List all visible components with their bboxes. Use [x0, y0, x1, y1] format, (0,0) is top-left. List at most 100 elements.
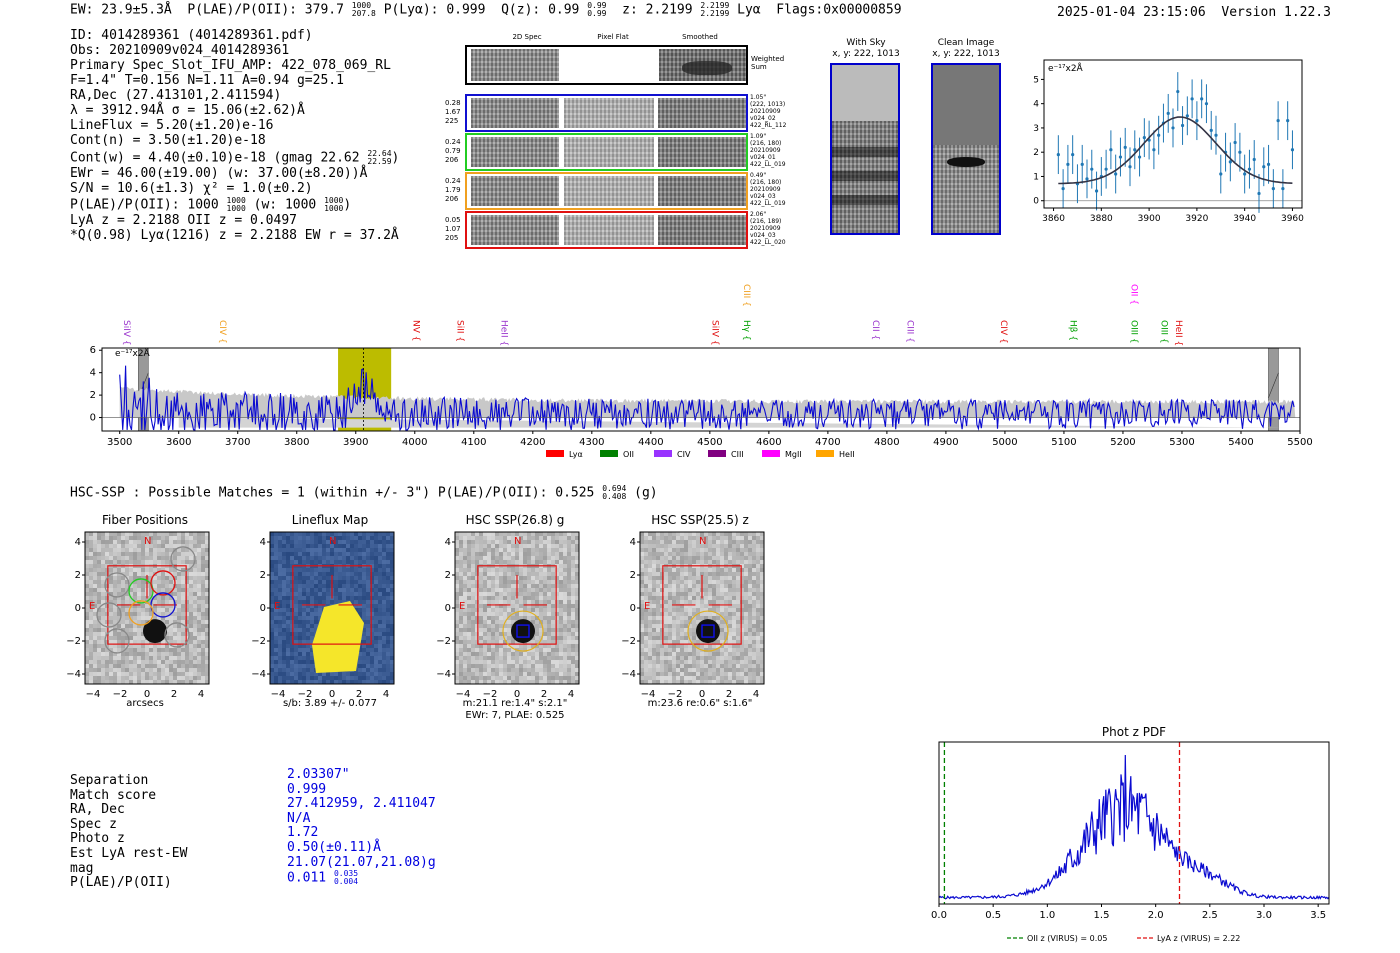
panel-y-tick: 0: [260, 603, 266, 614]
fit-point: [1128, 165, 1132, 169]
fit-point: [1219, 172, 1223, 176]
panel-x-tick: 2: [726, 689, 732, 700]
match-labels: Separation Match score RA, Dec Spec z Ph…: [70, 773, 188, 891]
spectrum-x-tick-label: 4100: [461, 437, 486, 448]
fit-y-label: e⁻¹⁷x2Å: [1048, 62, 1084, 74]
fiber-row-info-line: 2.06": [750, 211, 767, 218]
info-cont-n: Cont(n) = 3.50(±1.20)e-18: [70, 133, 266, 148]
fit-point: [1185, 114, 1189, 118]
fit-y-tick-label: 4: [1033, 100, 1039, 110]
fiber-cutout-row: [465, 211, 748, 249]
legend-swatch: [708, 450, 726, 457]
spectrum-x-tick-label: 5100: [1051, 437, 1076, 448]
panel-y-tick: 4: [260, 537, 266, 548]
fiber-row-right-info: 2.06" (216, 189) 20210909 v024_03 422_LL_020: [750, 211, 786, 246]
hsc-panel-caption: s/b: 3.89 +/- 0.077: [282, 698, 378, 709]
match-values: 2.03307" 0.999 27.412959, 2.411047 N/A 1…: [287, 767, 436, 886]
fiber-cutout-row: [465, 94, 748, 132]
fit-gaussian-curve: [1058, 116, 1293, 185]
fiber-row-info-line: 20210909: [750, 147, 781, 154]
clean-image-title: Clean Image x, y: 222, 1013: [932, 38, 1000, 59]
compass-east: E: [274, 601, 280, 612]
lineflux-blob: [312, 600, 364, 673]
emission-line-label: CIV {: [217, 320, 227, 344]
fit-point: [1200, 97, 1204, 101]
panel-x-tick: −2: [483, 689, 498, 700]
fiber-row-info-line: v024_03: [750, 193, 776, 200]
emission-line-label: OIII {: [1128, 320, 1138, 344]
fiber-row-info-line: 422_LL_019: [750, 200, 786, 207]
legend-swatch: [600, 450, 618, 457]
hsc-panel-title: HSC SSP(26.8) g: [465, 513, 565, 527]
spectrum-x-tick-label: 3700: [225, 437, 250, 448]
match-label-lya-ew: Est LyA rest-EW: [70, 845, 188, 861]
emission-line-label: Hβ {: [1067, 320, 1077, 341]
spectrum-x-tick-label: 4900: [933, 437, 958, 448]
info-ra-dec: RA,Dec (27.413101,2.411594): [70, 88, 282, 103]
header-datetime: 2025-01-04 23:15:06: [1057, 5, 1206, 20]
spectrum-x-tick-label: 5300: [1169, 437, 1194, 448]
fit-point: [1157, 133, 1161, 137]
spectrum-error-fill: [178, 417, 1289, 428]
header-z-line: Lyα: [737, 2, 761, 18]
info-lambda: λ = 3912.94Å σ = 15.06(±2.62)Å: [70, 103, 305, 118]
panel-x-tick: −4: [86, 689, 101, 700]
panel-y-tick: −4: [66, 669, 81, 680]
fit-point: [1066, 162, 1070, 166]
fiber-row-info-line: (216, 180): [750, 179, 782, 186]
legend-oii-label: OII z (VIRUS) = 0.05: [1027, 934, 1107, 943]
search-box: [477, 565, 557, 645]
emission-line-label: CII {: [870, 320, 880, 340]
info-q-line: *Q(0.98) Lyα(1216) z = 2.2188 EW r = 37.…: [70, 228, 399, 243]
fiber-row-left-stats: 0.28 1.67 225: [445, 99, 461, 126]
fiber-row-info-line: (216, 180): [750, 140, 782, 147]
panel-x-tick: 4: [753, 689, 759, 700]
emission-line-label: CIV {: [998, 320, 1008, 344]
legend-label: Lyα: [569, 450, 583, 459]
header-timestamp: 2025-01-04 23:15:06 Version 1.22.3: [1057, 5, 1331, 20]
spectrum-x-tick-label: 4400: [638, 437, 663, 448]
cutout-stack: 2D Spec Pixel Flat Smoothed Weighted Sum…: [445, 33, 786, 253]
panel-pixel-noise: [85, 532, 209, 684]
panel-y-tick: −2: [621, 636, 636, 647]
legend-label: HeII: [839, 450, 855, 459]
fit-point: [1142, 136, 1146, 140]
photz-pdf-plot: Phot z PDF 0.0 0.5 1.0 1.5 2.0 2.5 3.0 3.5 OII z …: [931, 725, 1330, 943]
info-lya-z: LyA z = 2.2188 OII z = 0.0497: [70, 213, 297, 228]
pdf-x-tick-label: 0.5: [985, 910, 1001, 921]
fit-y-tick-label: 0: [1033, 197, 1039, 207]
pdf-x-tick-label: 3.0: [1256, 910, 1272, 921]
fiber-row-right-info: 1.09" (216, 180) 20210909 v024_01 422_LL_019: [750, 133, 786, 168]
pdf-x-tick-label: 3.5: [1310, 910, 1326, 921]
fiber-row-info-line: 422_LL_020: [750, 239, 786, 246]
match-value-ra-dec: 27.412959, 2.411047: [287, 796, 436, 812]
emission-line-label: HeII {: [499, 320, 509, 346]
fit-point: [1190, 97, 1194, 101]
panel-x-tick: 0: [699, 689, 705, 700]
info-block: ID: 4014289361 (4014289361.pdf) Obs: 202…: [70, 28, 399, 243]
spectrum-plot: 3500 3600 3700 3800 3900 4000 4100 4200 4300 4400…: [90, 284, 1313, 459]
fit-chart: 3860 3880 3900 3920 3940 3960 0 1 2 3 4 5 e⁻¹⁷x2Å: [1033, 59, 1304, 224]
spectrum-x-tick-label: 5000: [992, 437, 1017, 448]
panel-x-tick: −2: [113, 689, 128, 700]
fit-point: [1152, 148, 1156, 152]
compass-east: E: [459, 601, 465, 612]
fiber-row-info-line: v024_01: [750, 154, 776, 161]
legend-swatch: [816, 450, 834, 457]
fiber-row-left-stats: 0.05 1.07 205: [445, 216, 461, 243]
panel-x-tick: −4: [271, 689, 286, 700]
weighted-sum-cutout: [465, 45, 748, 85]
panel-y-tick: −4: [621, 669, 636, 680]
fiber-cutout-row: [465, 133, 748, 171]
legend-label: MgII: [785, 450, 802, 459]
match-ellipse: [502, 610, 544, 652]
fit-frame: [1043, 59, 1303, 209]
hsc-panel-title: HSC SSP(25.5) z: [651, 513, 749, 527]
legend-label: CIII: [731, 450, 744, 459]
panel-x-tick: 4: [383, 689, 389, 700]
bright-source: [696, 619, 720, 644]
bright-source: [511, 619, 535, 644]
match-label-plae: P(LAE)/P(OII): [70, 875, 172, 891]
hsc-panel-title: Fiber Positions: [101, 513, 189, 527]
spectrum-y-tick-label: 4: [90, 368, 96, 379]
